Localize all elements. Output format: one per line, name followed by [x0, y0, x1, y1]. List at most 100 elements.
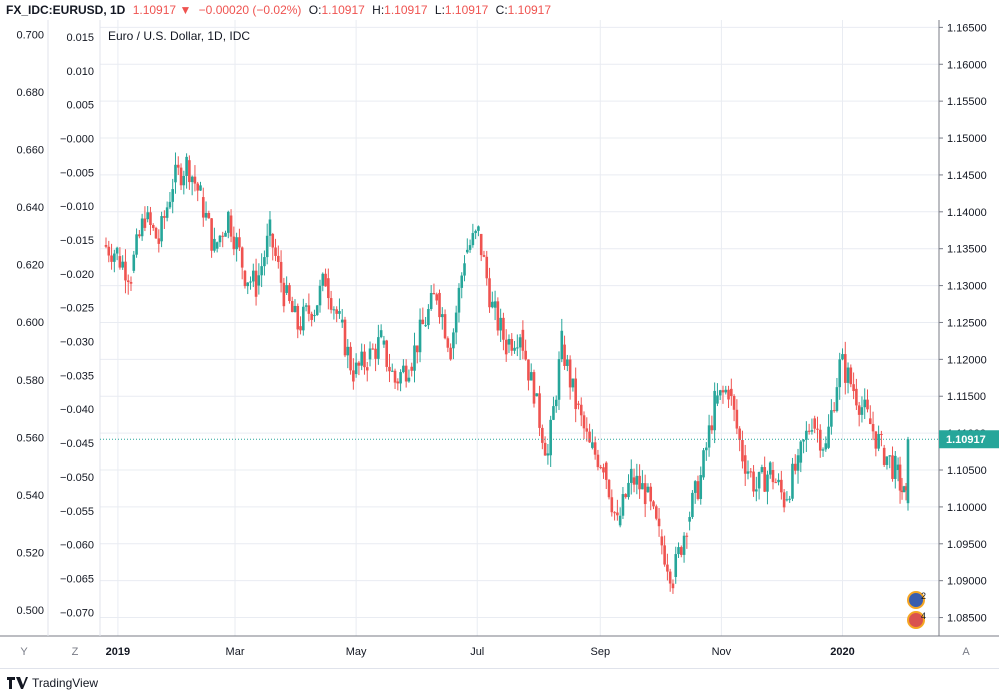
candle-body[interactable]: [671, 583, 675, 589]
candle-body[interactable]: [354, 362, 358, 375]
tradingview-logo[interactable]: TradingView: [6, 676, 98, 690]
candle-body[interactable]: [126, 280, 130, 283]
candle-body[interactable]: [427, 309, 430, 326]
candle-body[interactable]: [799, 441, 803, 463]
candle-body[interactable]: [429, 292, 433, 310]
candle-body[interactable]: [352, 370, 355, 382]
candle-body[interactable]: [507, 338, 511, 345]
candle-body[interactable]: [638, 475, 641, 490]
candle-body[interactable]: [807, 430, 811, 432]
candle-body[interactable]: [696, 481, 700, 499]
candle-body[interactable]: [163, 216, 166, 218]
candle-body[interactable]: [277, 255, 280, 262]
candle-body[interactable]: [213, 238, 216, 251]
candle-body[interactable]: [296, 305, 300, 330]
candle-body[interactable]: [463, 263, 466, 276]
candle-body[interactable]: [841, 354, 844, 360]
candle-body[interactable]: [846, 367, 850, 383]
candle-body[interactable]: [121, 261, 124, 268]
candle-body[interactable]: [716, 395, 719, 404]
candle-body[interactable]: [382, 340, 386, 345]
candle-body[interactable]: [315, 305, 319, 316]
candle-body[interactable]: [254, 270, 258, 297]
candle-body[interactable]: [888, 455, 892, 457]
candle-body[interactable]: [435, 294, 439, 301]
candle-body[interactable]: [527, 359, 530, 381]
candle-body[interactable]: [880, 434, 883, 436]
candle-body[interactable]: [782, 492, 786, 508]
candle-body[interactable]: [196, 183, 200, 191]
candle-body[interactable]: [666, 564, 669, 572]
candle-body[interactable]: [129, 282, 133, 284]
y-axis-button[interactable]: Y: [20, 646, 28, 658]
candle-body[interactable]: [399, 372, 402, 384]
candle-body[interactable]: [446, 338, 450, 348]
candle-body[interactable]: [460, 275, 464, 288]
candle-body[interactable]: [524, 350, 527, 360]
candle-body[interactable]: [474, 230, 477, 234]
candle-body[interactable]: [165, 207, 169, 218]
candle-body[interactable]: [499, 317, 502, 331]
candle-body[interactable]: [482, 255, 486, 257]
candle-body[interactable]: [632, 477, 636, 485]
candle-body[interactable]: [793, 463, 797, 471]
candle-body[interactable]: [174, 164, 177, 183]
candle-body[interactable]: [224, 232, 227, 237]
candle-body[interactable]: [738, 428, 741, 441]
candle-body[interactable]: [674, 554, 678, 577]
candle-body[interactable]: [182, 175, 186, 186]
candle-body[interactable]: [168, 201, 172, 208]
candle-body[interactable]: [471, 233, 475, 246]
candle-body[interactable]: [591, 442, 594, 448]
candle-body[interactable]: [293, 305, 297, 313]
candle-body[interactable]: [824, 443, 828, 450]
candle-body[interactable]: [774, 482, 778, 484]
candle-body[interactable]: [485, 256, 489, 279]
candle-body[interactable]: [746, 471, 750, 474]
candle-body[interactable]: [104, 245, 108, 247]
candle-body[interactable]: [835, 387, 839, 411]
candle-body[interactable]: [115, 247, 119, 254]
candle-body[interactable]: [843, 354, 847, 383]
candle-body[interactable]: [215, 242, 219, 249]
candle-body[interactable]: [513, 347, 516, 351]
candle-body[interactable]: [766, 474, 769, 492]
candle-body[interactable]: [365, 367, 369, 371]
candle-body[interactable]: [160, 216, 163, 242]
candle-body[interactable]: [415, 345, 419, 353]
candle-body[interactable]: [724, 389, 728, 393]
candle-body[interactable]: [543, 442, 547, 456]
candle-body[interactable]: [730, 388, 733, 396]
candle-body[interactable]: [149, 212, 152, 225]
candle-body[interactable]: [771, 470, 775, 483]
candle-body[interactable]: [860, 407, 864, 415]
candle-body[interactable]: [579, 404, 583, 416]
candle-body[interactable]: [902, 486, 906, 493]
candle-body[interactable]: [813, 418, 816, 429]
candle-body[interactable]: [321, 273, 325, 286]
candle-body[interactable]: [454, 312, 458, 333]
candle-body[interactable]: [479, 233, 483, 256]
candle-body[interactable]: [649, 486, 653, 502]
auto-scale-button[interactable]: A: [962, 646, 970, 658]
candle-body[interactable]: [235, 237, 238, 250]
candle-body[interactable]: [599, 467, 602, 469]
candle-body[interactable]: [491, 301, 494, 308]
candle-body[interactable]: [596, 454, 600, 468]
us-flag-icon[interactable]: 4: [907, 611, 926, 629]
candle-body[interactable]: [702, 450, 705, 478]
candle-body[interactable]: [602, 467, 605, 473]
candle-body[interactable]: [407, 377, 411, 382]
candle-body[interactable]: [157, 238, 161, 244]
candle-body[interactable]: [805, 430, 808, 440]
candle-body[interactable]: [646, 486, 650, 493]
candle-body[interactable]: [705, 447, 708, 451]
candle-body[interactable]: [818, 429, 822, 451]
candle-body[interactable]: [552, 406, 555, 420]
candle-body[interactable]: [855, 388, 858, 406]
candle-body[interactable]: [424, 325, 427, 327]
candle-body[interactable]: [124, 261, 127, 281]
candle-body[interactable]: [307, 305, 311, 314]
candle-body[interactable]: [838, 359, 842, 388]
candle-body[interactable]: [518, 337, 522, 348]
